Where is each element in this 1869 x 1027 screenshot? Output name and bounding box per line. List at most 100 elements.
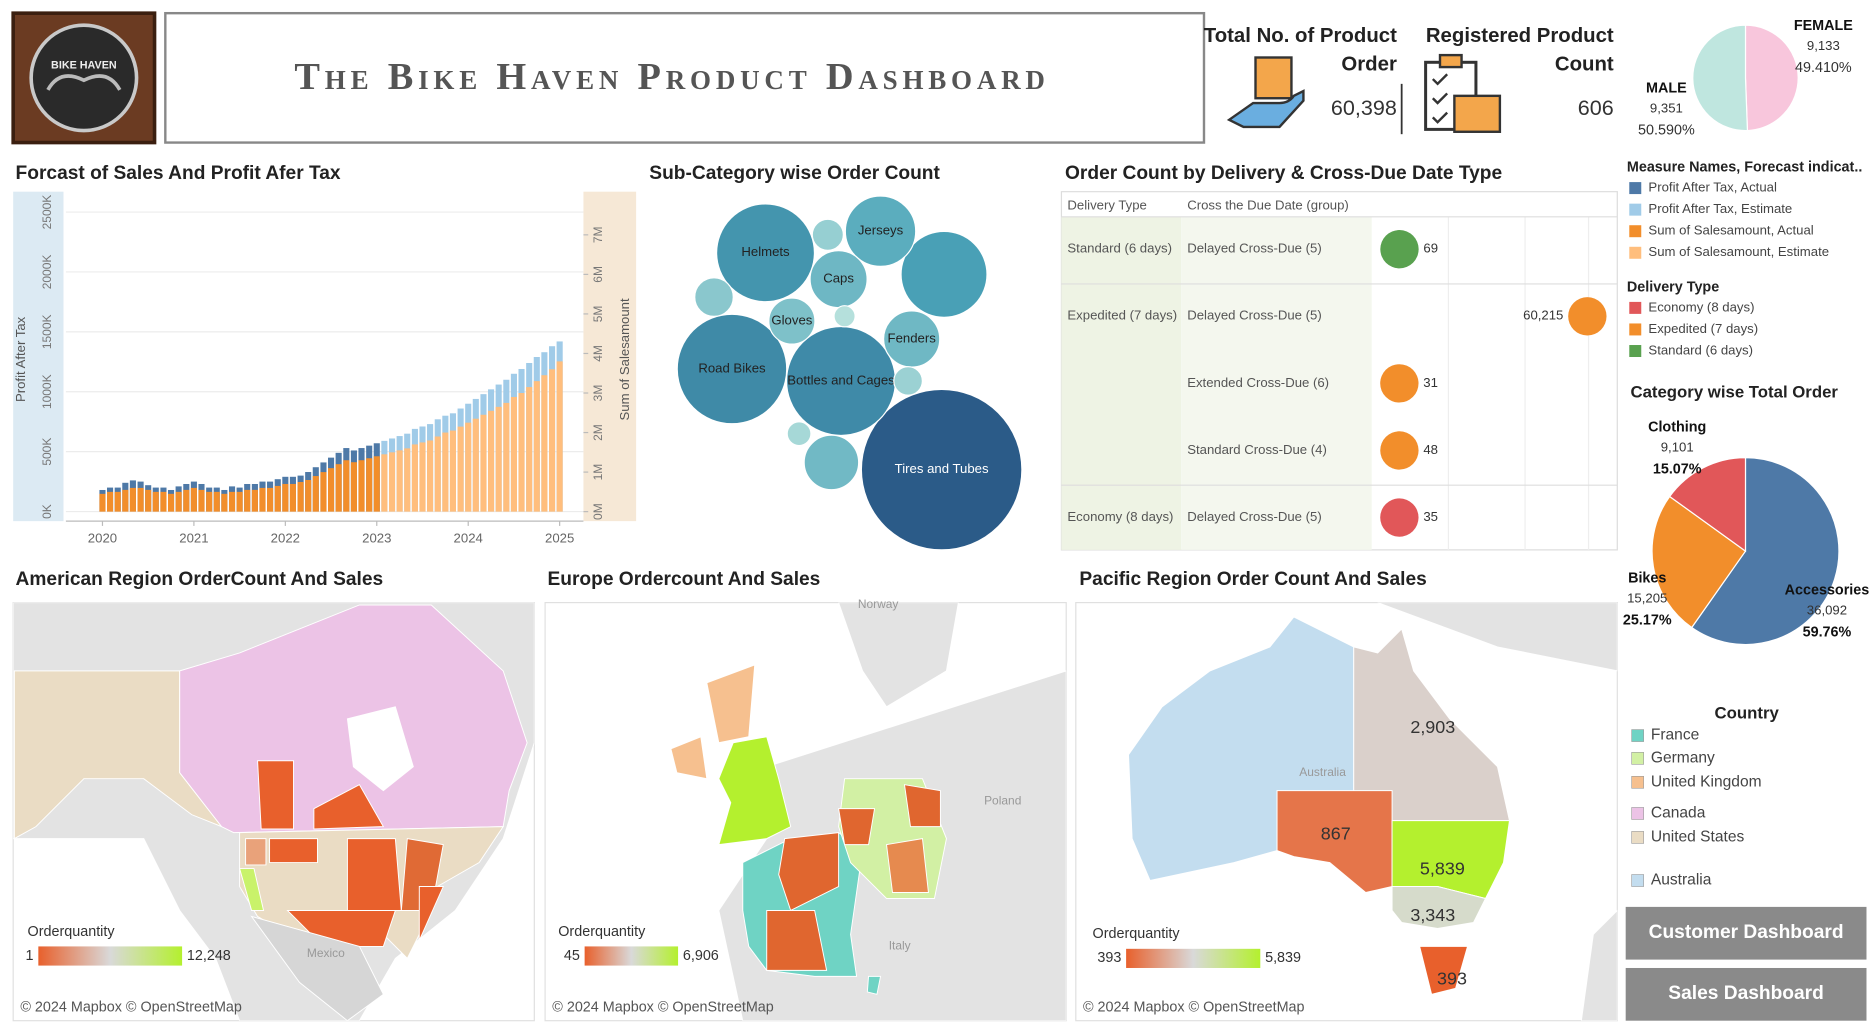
legend-title: Orderquantity	[1093, 926, 1181, 942]
bubble	[715, 203, 816, 303]
region-label: 393	[1437, 969, 1467, 989]
map	[670, 602, 1067, 1021]
place-label: Norway	[858, 597, 899, 611]
x-tick-label: 2025	[545, 531, 574, 546]
legend-swatch	[1631, 807, 1644, 820]
map-area	[1377, 602, 1618, 672]
bar	[343, 460, 350, 512]
bar	[358, 460, 365, 512]
bubble	[833, 305, 856, 328]
nav-button[interactable]: Customer Dashboard	[1625, 906, 1867, 960]
legend-swatch	[1631, 729, 1644, 742]
legend-title: Country	[1715, 703, 1780, 722]
bubble	[768, 297, 816, 345]
legend-swatch	[1629, 345, 1642, 358]
map-area	[670, 736, 708, 780]
y2-tick-label: 2M	[591, 424, 605, 441]
bar	[526, 387, 533, 512]
bar	[335, 464, 342, 512]
map-area	[718, 736, 792, 846]
bubble	[694, 277, 734, 317]
region-label: 5,839	[1420, 858, 1465, 878]
y2-tick-label: 1M	[591, 464, 605, 481]
pie-percent-label: 49.410%	[1795, 60, 1852, 76]
legend-gradient	[584, 946, 679, 966]
bar	[503, 402, 510, 512]
bar	[495, 406, 502, 512]
logo-bike	[46, 74, 122, 91]
row-label: Delayed Cross-Due (5)	[1187, 308, 1322, 323]
map-area	[885, 838, 929, 893]
bar	[114, 491, 121, 512]
map-area	[706, 664, 756, 744]
logo-text: BIKE HAVEN	[51, 60, 117, 72]
legend-swatch	[1629, 182, 1642, 195]
place-label: Mexico	[307, 946, 345, 960]
nav-button[interactable]: Sales Dashboard	[1625, 967, 1867, 1021]
map-area	[238, 868, 265, 911]
legend-label: Profit After Tax, Estimate	[1648, 201, 1792, 216]
legend-label: Australia	[1651, 872, 1712, 889]
column-header: Delivery Type	[1067, 198, 1146, 213]
bar	[449, 430, 456, 512]
chart-title: Sub-Category wise Order Count	[649, 163, 940, 184]
bar	[122, 489, 129, 512]
bar	[137, 487, 144, 512]
legend-swatch	[1631, 831, 1644, 844]
y-tick-label: 500K	[40, 438, 54, 466]
legend-max: 5,839	[1265, 950, 1301, 966]
legend-title: Delivery Type	[1627, 279, 1719, 295]
legend-label: Sum of Salesamount, Estimate	[1648, 244, 1829, 259]
map-area	[257, 760, 294, 830]
x-tick-label: 2022	[271, 531, 300, 546]
map-region	[1419, 945, 1469, 995]
bubble	[900, 230, 988, 318]
legend-label: Profit After Tax, Actual	[1648, 180, 1777, 195]
x-tick-label: 2020	[88, 531, 117, 546]
pie-percent-label: 50.590%	[1638, 122, 1695, 138]
dot	[1380, 230, 1419, 269]
legend-swatch	[1629, 323, 1642, 336]
bar	[320, 472, 327, 512]
map-attribution: © 2024 Mapbox © OpenStreetMap	[20, 999, 242, 1015]
bar	[206, 491, 213, 512]
chart-title: Europe Ordercount And Sales	[547, 569, 820, 590]
legend-min: 393	[1097, 950, 1121, 966]
bar	[289, 483, 296, 512]
x-tick-label: 2023	[362, 531, 391, 546]
row-label: Extended Cross-Due (6)	[1187, 375, 1329, 390]
place-label: Australia	[1299, 765, 1346, 779]
bar	[427, 440, 434, 512]
place-label: Italy	[889, 939, 911, 953]
row-label: Standard Cross-Due (4)	[1187, 442, 1327, 457]
bar	[419, 442, 426, 512]
pie-percent-label: 59.76%	[1803, 624, 1852, 640]
y-tick-label: 0K	[40, 504, 54, 519]
y2-tick-label: 0M	[591, 503, 605, 520]
dashboard-title: The Bike Haven Product Dashboard	[294, 56, 1049, 98]
legend-swatch	[1629, 225, 1642, 238]
bubble-label: Jerseys	[858, 223, 904, 238]
y2-tick-label: 5M	[591, 306, 605, 323]
row-label: Delayed Cross-Due (5)	[1187, 509, 1322, 524]
bar	[404, 448, 411, 512]
map-area	[866, 975, 882, 995]
value-label: 31	[1423, 375, 1438, 390]
bar	[312, 476, 319, 512]
legend-title: Orderquantity	[28, 924, 116, 940]
pie-label: FEMALE	[1794, 18, 1853, 34]
y-tick-label: 1000K	[40, 374, 54, 409]
pie-slice	[1668, 457, 1747, 553]
bar	[259, 487, 266, 512]
bar	[183, 489, 190, 512]
region-label: 3,343	[1410, 905, 1455, 925]
map-area	[250, 915, 384, 1021]
crossdue-col	[1181, 216, 1372, 550]
bar	[350, 462, 357, 512]
kpi-title: Total No. of Product Order	[1203, 23, 1397, 76]
bubble-label: Road Bikes	[698, 360, 766, 375]
group-label: Economy (8 days)	[1067, 509, 1173, 524]
map-area	[1580, 909, 1618, 1021]
